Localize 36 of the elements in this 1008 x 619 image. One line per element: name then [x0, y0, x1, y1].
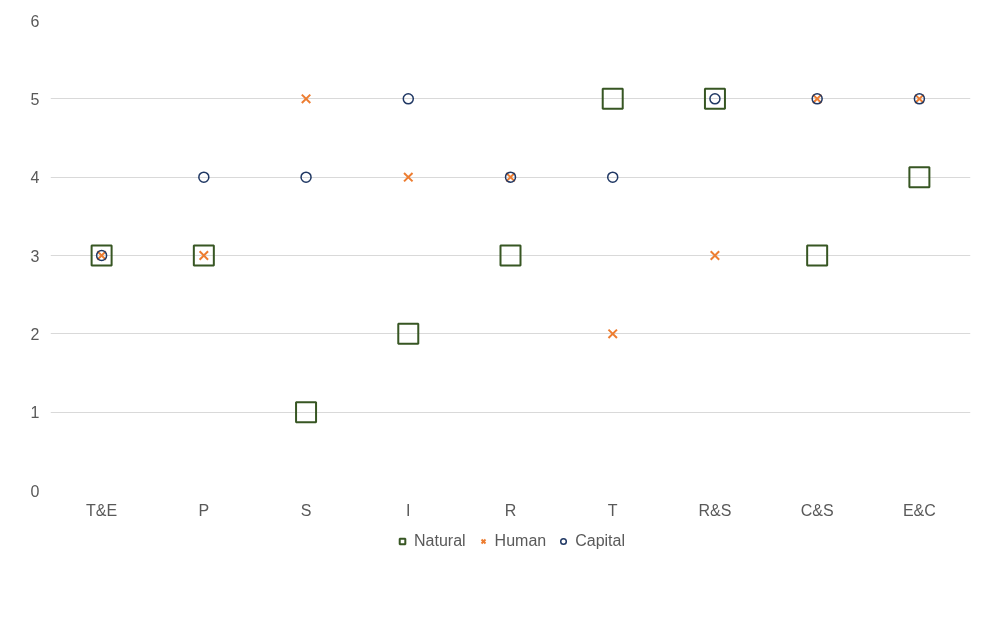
- point: [908, 166, 931, 189]
- point: [198, 171, 210, 183]
- x-tick-label: C&S: [800, 501, 834, 519]
- point: [192, 244, 215, 267]
- x-tick-label: R&S: [698, 501, 732, 519]
- legend-label: Natural: [414, 532, 466, 550]
- point: [607, 328, 618, 340]
- point: [402, 93, 415, 105]
- point: [499, 244, 522, 267]
- x-tick-label: P: [198, 501, 210, 519]
- y-tick-label: 2: [30, 325, 40, 343]
- legend-label: Human: [494, 532, 547, 550]
- x-tick-label: E&C: [902, 501, 936, 519]
- y-tick-label: 4: [30, 169, 40, 187]
- y-tick-label: 3: [30, 247, 40, 265]
- y-tick-label: 0: [30, 482, 40, 500]
- y-tick-label: 5: [30, 90, 40, 108]
- x-tick-label: S: [300, 501, 312, 519]
- x-tick-label: I: [406, 501, 411, 519]
- point: [709, 250, 721, 261]
- legend-label: Capital: [575, 532, 625, 550]
- point: [606, 171, 619, 183]
- point: [403, 171, 414, 183]
- point: [397, 322, 420, 345]
- point: [300, 93, 312, 105]
- x-tick-label: T: [607, 501, 618, 519]
- point: [300, 171, 312, 183]
- point: [295, 401, 318, 424]
- point: [90, 244, 113, 267]
- x-tick-label: T&E: [86, 501, 118, 519]
- point: [703, 87, 726, 110]
- x-tick-label: R: [504, 501, 517, 519]
- point: [601, 87, 624, 110]
- y-tick-label: 1: [30, 404, 40, 422]
- y-tick-label: 6: [30, 12, 40, 30]
- point: [806, 244, 829, 267]
